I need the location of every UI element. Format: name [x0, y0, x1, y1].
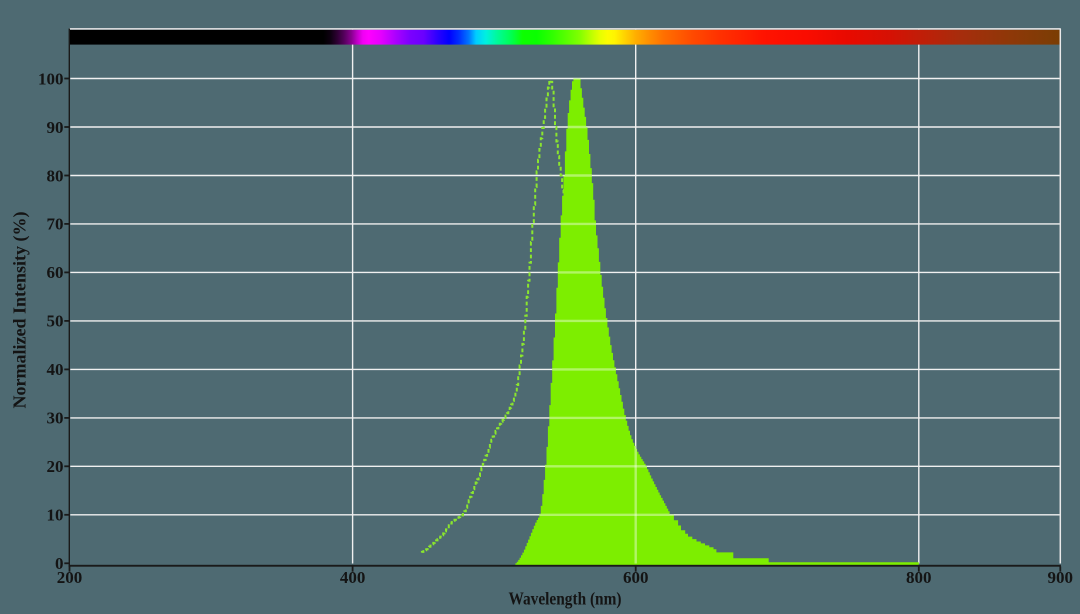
svg-text:0: 0 [55, 554, 64, 573]
svg-text:400: 400 [340, 568, 366, 587]
svg-text:900: 900 [1048, 568, 1074, 587]
svg-text:90: 90 [47, 118, 64, 137]
svg-text:30: 30 [47, 409, 64, 428]
svg-text:800: 800 [906, 568, 932, 587]
svg-text:60: 60 [47, 263, 64, 282]
svg-text:50: 50 [47, 312, 64, 331]
svg-text:100: 100 [38, 69, 64, 88]
svg-text:10: 10 [47, 506, 64, 525]
svg-text:40: 40 [47, 360, 64, 379]
svg-text:20: 20 [47, 457, 64, 476]
svg-text:600: 600 [623, 568, 649, 587]
svg-text:70: 70 [47, 215, 64, 234]
svg-text:Wavelength (nm): Wavelength (nm) [509, 589, 622, 610]
svg-text:200: 200 [57, 568, 83, 587]
svg-text:80: 80 [47, 166, 64, 185]
svg-text:Normalized Intensity (%): Normalized Intensity (%) [10, 212, 31, 409]
